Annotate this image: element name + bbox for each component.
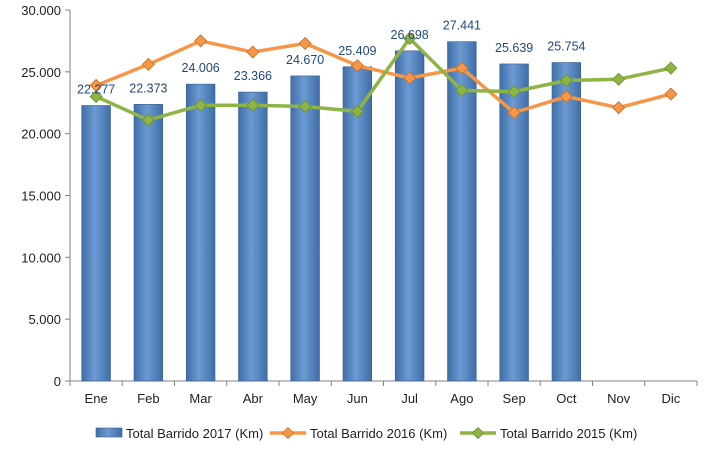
marker-2016 [612, 101, 626, 115]
bar-data-label: 26.698 [391, 28, 429, 42]
bar-2017 [447, 41, 477, 382]
x-tick-label: Jul [401, 391, 418, 406]
bar-data-label: 22.373 [129, 81, 167, 95]
bar-2017 [133, 104, 164, 382]
bar-2017 [290, 75, 320, 382]
bar-data-label: 24.006 [182, 61, 220, 75]
legend-swatch-2017 [95, 427, 123, 438]
marker-2015 [350, 104, 364, 118]
y-tick-label: 25.000 [21, 65, 61, 80]
legend-marker [471, 426, 485, 440]
bar-2017 [185, 83, 216, 382]
marker-2015 [246, 98, 260, 112]
x-tick-label: Nov [607, 391, 631, 406]
x-tick-label: Feb [137, 391, 159, 406]
line-series [89, 31, 678, 127]
marker-2015 [298, 99, 312, 114]
x-tick-label: Sep [503, 391, 526, 406]
x-tick-label: Ago [450, 391, 473, 406]
marker-2016 [350, 59, 364, 73]
bar-data-label: 27.441 [443, 19, 481, 33]
marker-2015 [141, 113, 155, 127]
bar-series [81, 41, 582, 382]
line-2015 [95, 36, 672, 122]
marker-2016 [664, 87, 678, 101]
bar-data-label: 25.409 [338, 44, 376, 58]
x-tick-label: Oct [556, 391, 577, 406]
marker-2016 [559, 90, 573, 104]
axes: 0 5.000 10.000 15.000 20.000 25.000 30.000 Ene F… [21, 3, 698, 406]
marker-2016 [298, 36, 312, 50]
bar-data-label: 24.670 [286, 53, 324, 67]
y-tick-label: 20.000 [21, 127, 61, 142]
y-tick-label: 0 [54, 374, 61, 389]
bar-2017 [342, 66, 373, 382]
legend-label: Total Barrido 2016 (Km) [310, 426, 447, 441]
x-tick-label: Dic [661, 391, 680, 406]
x-tick-label: Jun [347, 391, 368, 406]
legend-label: Total Barrido 2015 (Km) [500, 426, 637, 441]
x-tick-label: May [293, 391, 318, 406]
y-tick-label: 10.000 [21, 250, 61, 265]
bar-data-label: 25.639 [495, 41, 533, 55]
bar-data-label: 23.366 [234, 69, 272, 83]
bar-2017 [551, 62, 582, 382]
legend-marker [281, 426, 295, 440]
bar-data-label: 22.277 [77, 83, 115, 97]
marker-2015 [403, 31, 417, 46]
bar-2017 [394, 50, 425, 382]
marker-2015 [507, 85, 521, 99]
marker-2015 [455, 83, 469, 97]
marker-2016 [246, 45, 260, 59]
legend: Total Barrido 2017 (Km) Total Barrido 201… [95, 426, 637, 441]
marker-2015 [194, 98, 208, 112]
y-tick-label: 5.000 [28, 312, 61, 327]
marker-2015 [89, 90, 103, 104]
bar-data-label: 25.754 [547, 40, 585, 54]
marker-2016 [507, 106, 521, 120]
bar-2017 [81, 105, 111, 382]
marker-2016 [403, 71, 417, 85]
x-tick-label: Ene [85, 391, 108, 406]
marker-2015 [664, 61, 678, 75]
marker-2016 [194, 34, 208, 48]
data-labels: 22.277 22.373 24.006 23.366 24.670 25.409 26.6… [77, 19, 586, 97]
y-tick-label: 15.000 [21, 189, 61, 204]
bar-2017 [238, 91, 268, 382]
x-tick-label: Abr [243, 391, 264, 406]
marker-2016 [455, 61, 469, 75]
y-tick-label: 30.000 [21, 3, 61, 18]
x-tick-label: Mar [189, 391, 212, 406]
legend-label: Total Barrido 2017 (Km) [126, 426, 263, 441]
marker-2015 [612, 72, 626, 86]
marker-2016 [141, 57, 155, 71]
marker-2015 [559, 73, 573, 88]
line-2016 [95, 39, 672, 115]
